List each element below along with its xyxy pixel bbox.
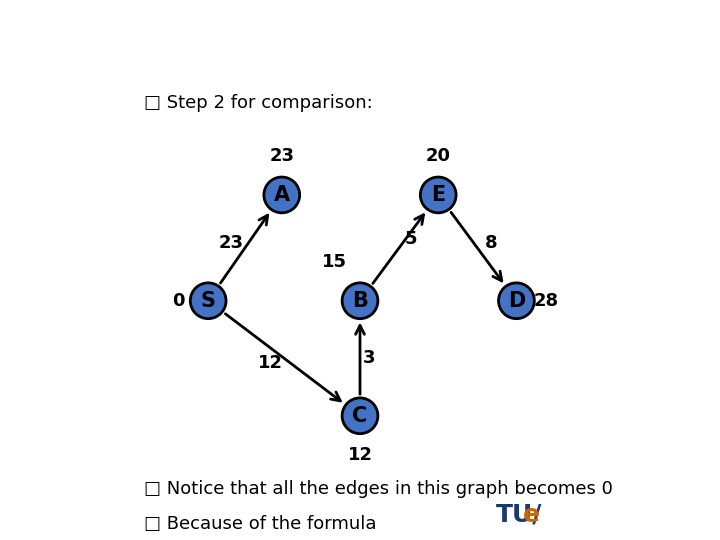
Text: 28: 28 (534, 292, 559, 310)
Text: 23: 23 (219, 234, 243, 252)
Text: C: C (352, 406, 368, 426)
Text: 12: 12 (258, 354, 283, 372)
Circle shape (342, 398, 378, 434)
Text: e: e (523, 503, 540, 526)
Text: A: A (274, 185, 290, 205)
Text: B: B (352, 291, 368, 310)
Text: □ Notice that all the edges in this graph becomes 0: □ Notice that all the edges in this grap… (144, 480, 613, 498)
Text: 3: 3 (363, 349, 375, 367)
Text: 5: 5 (405, 230, 417, 248)
Text: □ Step 2 for comparison:: □ Step 2 for comparison: (144, 94, 372, 112)
Text: 23: 23 (269, 147, 294, 165)
Text: 20: 20 (426, 147, 451, 165)
Text: Suurballe’s Algorithm: Suurballe’s Algorithm (13, 23, 423, 57)
Text: 12: 12 (348, 446, 372, 464)
Text: E: E (431, 185, 446, 205)
Circle shape (498, 283, 534, 319)
Polygon shape (655, 0, 720, 80)
Text: TU/: TU/ (496, 503, 542, 526)
Text: S: S (201, 291, 216, 310)
Text: □ Because of the formula: □ Because of the formula (144, 515, 377, 532)
Text: 15: 15 (322, 253, 347, 271)
Circle shape (264, 177, 300, 213)
Circle shape (420, 177, 456, 213)
Text: 0: 0 (172, 292, 184, 310)
Circle shape (190, 283, 226, 319)
Circle shape (342, 283, 378, 319)
Text: 8: 8 (485, 234, 498, 252)
Text: D: D (508, 291, 525, 310)
